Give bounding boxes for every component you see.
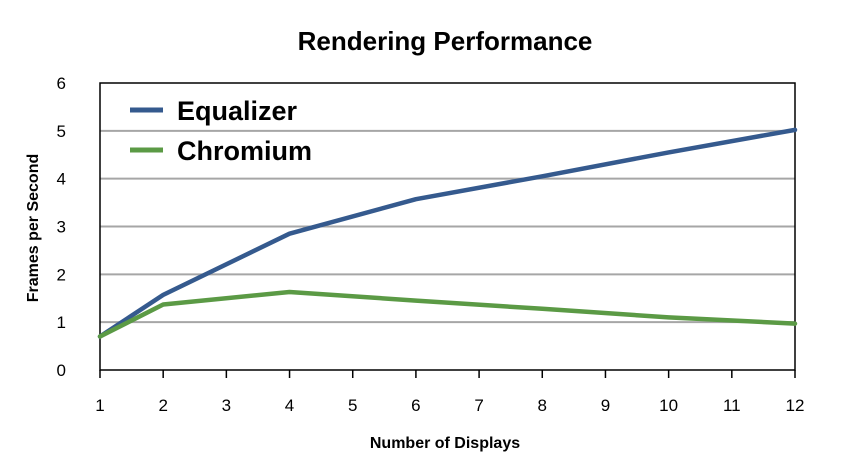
legend: Equalizer Chromium — [130, 96, 312, 166]
x-tick-label-8: 8 — [538, 396, 547, 415]
x-tick-label-1: 1 — [95, 396, 104, 415]
x-tick-label-4: 4 — [285, 396, 294, 415]
legend-label-chromium: Chromium — [177, 136, 312, 166]
y-tick-label-2: 2 — [57, 265, 66, 284]
y-tick-label-4: 4 — [57, 170, 66, 189]
x-tick-label-3: 3 — [222, 396, 231, 415]
x-tick-label-12: 12 — [786, 396, 805, 415]
x-tick-label-10: 10 — [659, 396, 678, 415]
legend-label-equalizer: Equalizer — [177, 96, 298, 126]
y-tick-label-6: 6 — [57, 74, 66, 93]
x-axis-ticks: 1 2 3 4 5 6 7 8 9 10 11 12 — [95, 370, 804, 415]
y-tick-label-3: 3 — [57, 218, 66, 237]
x-tick-label-11: 11 — [723, 396, 741, 415]
y-axis-title: Frames per Second — [25, 154, 42, 303]
series-lines — [97, 127, 798, 339]
series-line-equalizer — [97, 127, 798, 339]
x-tick-label-9: 9 — [601, 396, 610, 415]
y-tick-label-0: 0 — [57, 361, 66, 380]
chart-title: Rendering Performance — [298, 26, 593, 56]
y-tick-label-5: 5 — [57, 122, 66, 141]
y-tick-label-1: 1 — [57, 313, 66, 332]
series-line-chromium — [97, 289, 798, 339]
y-axis-ticks: 0 1 2 3 4 5 6 — [57, 74, 66, 380]
x-tick-label-2: 2 — [158, 396, 167, 415]
plot-area — [99, 82, 796, 371]
x-axis-title: Number of Displays — [370, 435, 520, 452]
x-tick-label-7: 7 — [474, 396, 483, 415]
x-tick-label-5: 5 — [348, 396, 357, 415]
x-tick-label-6: 6 — [411, 396, 420, 415]
gridlines — [100, 129, 795, 324]
